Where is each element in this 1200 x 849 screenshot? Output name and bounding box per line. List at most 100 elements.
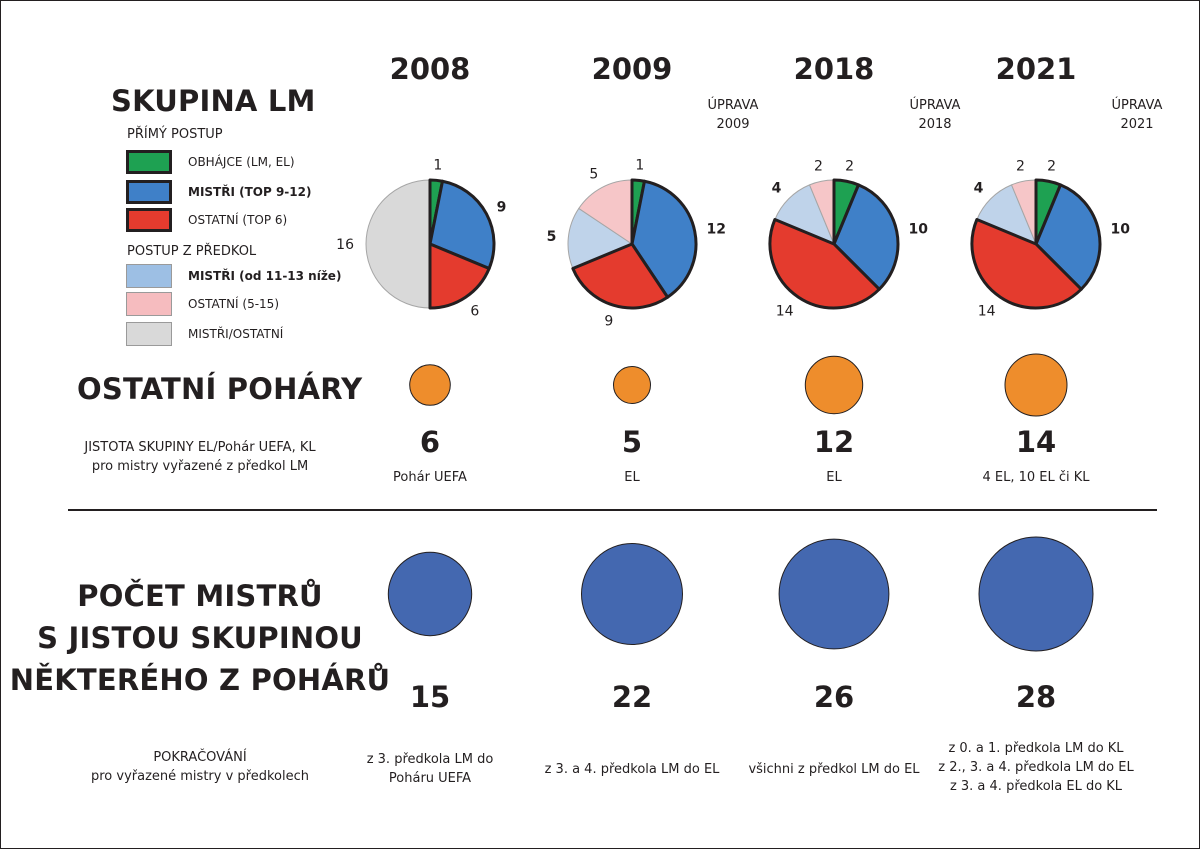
group-guarantee-competition: EL (624, 470, 640, 485)
pie-slice-others_qual (578, 179, 633, 245)
legend-label: OBHÁJCE (LM, EL) (188, 155, 295, 169)
champions-circle (978, 536, 1094, 652)
proportional-circles (387, 353, 1094, 652)
pie-slice-champions_top (630, 179, 698, 299)
legend-label: OSTATNÍ (TOP 6) (188, 213, 288, 227)
section-divider (68, 509, 1157, 511)
continuation-note-line: z 3. a 4. předkola LM do EL (544, 762, 720, 777)
continuation-note-line: z 2., 3. a 4. předkola LM do EL (938, 760, 1134, 775)
group-guarantee-competition: 4 EL, 10 EL či KL (982, 470, 1090, 485)
group-guarantee-count: 6 (419, 425, 441, 459)
pie-slice-label: 9 (604, 314, 613, 330)
group-guarantee-count: 14 (1015, 425, 1057, 459)
legend-swatch (126, 264, 172, 288)
continuation-note: z 3. předkola LM do Poháru UEFA (320, 750, 540, 788)
revision-note-line: 2021 (1120, 117, 1154, 132)
pie-slice-label: 2 (814, 159, 823, 175)
legend-swatch (126, 150, 172, 174)
pie-slice-champions_qual (567, 207, 633, 269)
continuation-line-2: pro vyřazené mistry v předkolech (90, 769, 309, 784)
other-cups-heading: OSTATNÍ POHÁRY (77, 372, 363, 406)
pie-slice-label: 4 (974, 180, 984, 196)
group-guarantee-competition: EL (826, 470, 842, 485)
group-guarantee-caption: JISTOTA SKUPINY EL/Pohár UEFA, KL pro mi… (40, 438, 360, 476)
champions-heading-line-3: NĚKTERÉHO Z POHÁRŮ (9, 663, 391, 697)
pie-slice-others_top (428, 242, 491, 310)
pie-slice-label: 2 (1016, 159, 1025, 175)
other-cups-circle (409, 364, 451, 406)
pie-slice-label: 14 (776, 304, 794, 320)
pie-slice-mixed_qual (365, 179, 431, 309)
pie-slice-label: 1 (635, 157, 644, 173)
pie-slice-label: 5 (589, 166, 598, 182)
champions-circle (778, 538, 890, 650)
pie-slice-others_top (970, 218, 1083, 310)
continuation-note-line: Poháru UEFA (388, 771, 472, 786)
other-cups-circle (613, 366, 651, 404)
pie-slice-label: 5 (547, 229, 557, 245)
pie-slice-label: 2 (845, 159, 854, 175)
legend-label: OSTATNÍ (5-15) (188, 297, 279, 311)
qualifying-rounds-heading: POSTUP Z PŘEDKOL (127, 244, 257, 259)
pie-slice-others_top (768, 218, 881, 310)
direct-qualification-heading: PŘÍMÝ POSTUP (127, 127, 223, 142)
pie-slice-label: 16 (336, 237, 354, 253)
champions-heading-line-2: S JISTOU SKUPINOU (37, 621, 363, 655)
legend-swatch (126, 180, 172, 204)
champions-heading-line-1: POČET MISTRŮ (77, 579, 323, 613)
continuation-note-line: všichni z předkol LM do EL (748, 762, 920, 777)
continuation-line-1: POKRAČOVÁNÍ (153, 750, 247, 765)
pie-slice-others_top (571, 242, 670, 310)
year-heading: 2009 (591, 52, 673, 86)
continuation-caption: POKRAČOVÁNÍ pro vyřazené mistry v předko… (40, 748, 360, 786)
legend-label: MISTŘI/OSTATNÍ (188, 327, 284, 341)
group-guarantee-line-2: pro mistry vyřazené z předkol LM (91, 459, 309, 474)
other-cups-circle (1004, 353, 1068, 417)
revision-note-line: ÚPRAVA (1111, 98, 1163, 113)
pie-slice-label: 9 (497, 199, 507, 215)
continuation-note-line: z 0. a 1. předkola LM do KL (948, 741, 1124, 756)
pie-slice-label: 1 (433, 157, 442, 173)
pie-slice-champions_top (832, 183, 900, 291)
champions-guaranteed-heading: POČET MISTRŮ S JISTOU SKUPINOU NĚKTERÉHO… (0, 575, 400, 701)
legend-swatch (126, 208, 172, 232)
group-guarantee-competition: Pohár UEFA (393, 470, 467, 485)
revision-note: ÚPRAVA 2018 (855, 96, 1015, 134)
continuation-note-line: z 3. a 4. předkola EL do KL (949, 779, 1123, 794)
champions-circle (581, 543, 683, 645)
pie-charts: 1 9 6 16 1 12 9 5 5 2 10 14 4 2 2 10 14 4 2 (336, 157, 1130, 329)
group-guarantee-line-1: JISTOTA SKUPINY EL/Pohár UEFA, KL (84, 440, 316, 455)
pie-slice-champions_top (428, 179, 496, 270)
champions-count: 22 (611, 680, 653, 714)
revision-note-line: 2018 (918, 117, 952, 132)
champions-count: 28 (1015, 680, 1057, 714)
pie-slice-label: 10 (909, 221, 929, 237)
legend-label: MISTŘI (od 11-13 níže) (188, 269, 342, 283)
revision-note-line: ÚPRAVA (707, 98, 759, 113)
other-cups-circle (804, 355, 864, 415)
champions-count: 26 (813, 680, 855, 714)
group-guarantee-count: 12 (813, 425, 855, 459)
pie-slice-label: 4 (772, 180, 782, 196)
year-heading: 2008 (389, 52, 471, 86)
legend-swatch (126, 292, 172, 316)
continuation-note: z 3. a 4. předkola LM do EL (522, 760, 742, 779)
continuation-note-line: z 3. předkola LM do (366, 752, 494, 767)
pie-slice-label: 14 (978, 304, 996, 320)
revision-note-line: ÚPRAVA (909, 98, 961, 113)
legend-swatch (126, 322, 172, 346)
pie-slice-label: 6 (470, 304, 479, 320)
revision-note: ÚPRAVA 2021 (1057, 96, 1200, 134)
group-guarantee-count: 5 (621, 425, 643, 459)
champions-circle (387, 551, 473, 637)
pie-slice-label: 2 (1047, 159, 1056, 175)
year-heading: 2021 (995, 52, 1077, 86)
year-heading: 2018 (793, 52, 875, 86)
continuation-note: z 0. a 1. předkola LM do KL z 2., 3. a 4.… (926, 739, 1146, 796)
pie-slice-label: 10 (1111, 221, 1131, 237)
page-title: SKUPINA LM (111, 84, 316, 118)
pie-slice-label: 12 (707, 221, 726, 237)
champions-count: 15 (409, 680, 451, 714)
revision-note: ÚPRAVA 2009 (653, 96, 813, 134)
